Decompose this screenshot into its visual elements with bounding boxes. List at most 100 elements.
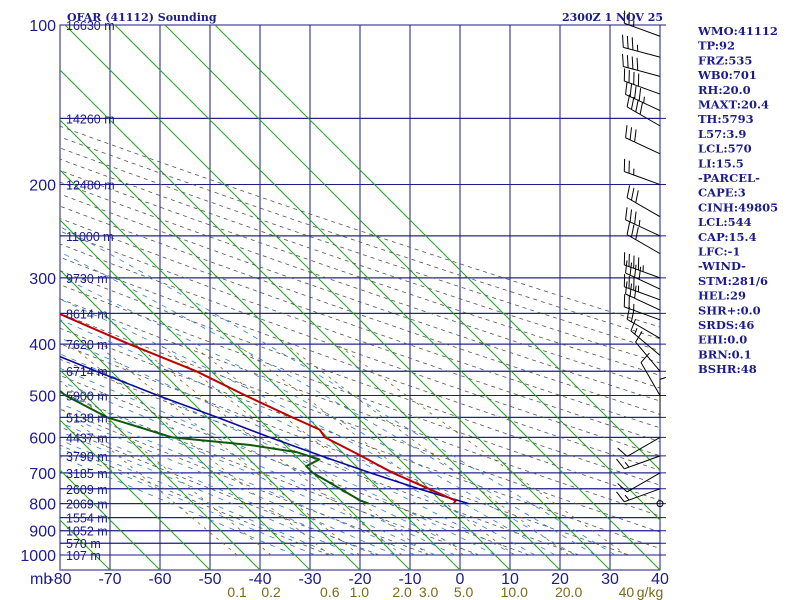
height-label: 9730 m bbox=[66, 272, 108, 286]
barb-half-flag bbox=[624, 494, 630, 501]
barb-flag bbox=[634, 211, 637, 225]
wind-barb bbox=[625, 125, 661, 155]
pressure-temperature-grid bbox=[59, 24, 666, 571]
mixing-ratio-unit-label: g/kg bbox=[637, 584, 663, 600]
barb-flag bbox=[626, 35, 629, 49]
dewpoint-trace bbox=[60, 389, 369, 505]
index-line: LFC:-1 bbox=[698, 245, 740, 259]
mixing-ratio-tick-label: 10.0 bbox=[501, 584, 528, 600]
index-line: CINH:49805 bbox=[698, 200, 778, 214]
barb-flag bbox=[635, 190, 639, 203]
height-label: 570 m bbox=[66, 537, 101, 551]
isotherm-line bbox=[60, 119, 511, 570]
barb-staff bbox=[625, 293, 661, 311]
mixing-ratio-line bbox=[336, 343, 627, 556]
barb-flag bbox=[626, 185, 631, 198]
barb-staff bbox=[626, 436, 661, 457]
wind-barb bbox=[623, 294, 661, 321]
barb-staff bbox=[624, 286, 661, 301]
barb-staff bbox=[623, 66, 661, 77]
wind-barb bbox=[630, 318, 661, 356]
index-line: STM:281/6 bbox=[698, 274, 768, 288]
index-line: CAPE:3 bbox=[698, 186, 746, 200]
index-line: WB0:701 bbox=[697, 68, 757, 82]
isotherm-line bbox=[60, 369, 261, 570]
wind-barb bbox=[635, 331, 661, 372]
barb-staff bbox=[624, 264, 661, 279]
height-label: 2609 m bbox=[66, 483, 108, 497]
wind-barb bbox=[625, 281, 661, 311]
pressure-unit-label: mb bbox=[30, 571, 52, 588]
barb-half-flag bbox=[643, 96, 645, 103]
chart-valid-time: 2300Z 1 NOV 25 bbox=[562, 11, 663, 24]
moist-adiabat bbox=[60, 392, 436, 556]
dry-adiabat bbox=[60, 205, 660, 415]
barb-staff bbox=[626, 318, 661, 339]
barb-flag bbox=[630, 309, 635, 322]
dry-adiabats bbox=[60, 125, 660, 556]
barb-staff bbox=[624, 22, 661, 37]
barb-flag bbox=[626, 55, 629, 68]
index-line: RH:20.0 bbox=[698, 83, 751, 97]
mixing-ratio-line bbox=[284, 343, 569, 556]
barb-flag bbox=[635, 99, 639, 112]
barb-staff bbox=[625, 219, 661, 237]
height-label: 5900 m bbox=[66, 389, 108, 403]
barb-flag bbox=[640, 352, 650, 363]
mixing-ratio-tick-label: 0.1 bbox=[227, 584, 247, 600]
barb-flag bbox=[631, 37, 634, 50]
mixing-ratio-tick-label: 40 bbox=[619, 584, 635, 600]
height-label: 14260 m bbox=[66, 112, 115, 126]
height-label: 8614 m bbox=[66, 307, 108, 321]
mixing-ratio-line bbox=[134, 343, 403, 556]
isotherm-line bbox=[60, 219, 411, 570]
dry-adiabat bbox=[60, 243, 660, 457]
wind-barb bbox=[622, 34, 661, 58]
barb-staff bbox=[624, 171, 661, 186]
dry-adiabat bbox=[60, 284, 660, 501]
wind-barb bbox=[623, 274, 661, 301]
moist-adiabat bbox=[60, 447, 316, 556]
isotherm-line bbox=[60, 269, 361, 570]
barb-flag bbox=[629, 127, 633, 140]
isotherm-line bbox=[114, 25, 660, 570]
barb-staff bbox=[624, 455, 661, 470]
index-line: TP:92 bbox=[698, 39, 735, 53]
dry-adiabat bbox=[60, 312, 660, 533]
barb-flag bbox=[625, 281, 628, 295]
barb-flag bbox=[634, 264, 637, 278]
moist-adiabat bbox=[60, 319, 536, 556]
index-line: -WIND- bbox=[698, 259, 746, 273]
temperature-tick-label: 40 bbox=[651, 571, 669, 588]
barb-flag bbox=[629, 83, 633, 97]
height-label: 107 m bbox=[66, 549, 101, 563]
barb-flag bbox=[626, 222, 631, 235]
dry-adiabat bbox=[60, 391, 480, 556]
temperature-tick-label: 0 bbox=[456, 571, 465, 588]
barb-half-flag bbox=[638, 219, 641, 227]
barb-flag bbox=[629, 209, 633, 223]
index-line: LCL:570 bbox=[698, 142, 752, 156]
barb-staff bbox=[626, 197, 661, 218]
index-line: LCL:544 bbox=[698, 215, 752, 229]
mixing-ratio-line bbox=[236, 343, 515, 556]
pressure-label: 300 bbox=[29, 271, 56, 288]
dry-adiabat bbox=[60, 230, 660, 443]
moist-adiabat bbox=[60, 367, 476, 556]
pressure-label: 700 bbox=[29, 466, 56, 483]
mixing-ratio-line bbox=[60, 406, 238, 556]
mixing-ratio-tick-label: 2.0 bbox=[392, 584, 412, 600]
wind-barb bbox=[626, 185, 661, 218]
moist-adiabat bbox=[60, 402, 416, 556]
wind-barbs bbox=[616, 10, 667, 508]
dry-adiabat bbox=[60, 408, 430, 556]
barb-staff bbox=[626, 472, 661, 493]
height-label: 6714 m bbox=[66, 365, 108, 379]
height-label: 3185 m bbox=[66, 467, 108, 481]
isotherm-line bbox=[164, 25, 660, 521]
pressure-label: 200 bbox=[29, 178, 56, 195]
height-label: 16630 m bbox=[66, 19, 115, 33]
wind-barb bbox=[625, 207, 661, 237]
pressure-label: 600 bbox=[29, 430, 56, 447]
barb-flag bbox=[616, 491, 625, 503]
